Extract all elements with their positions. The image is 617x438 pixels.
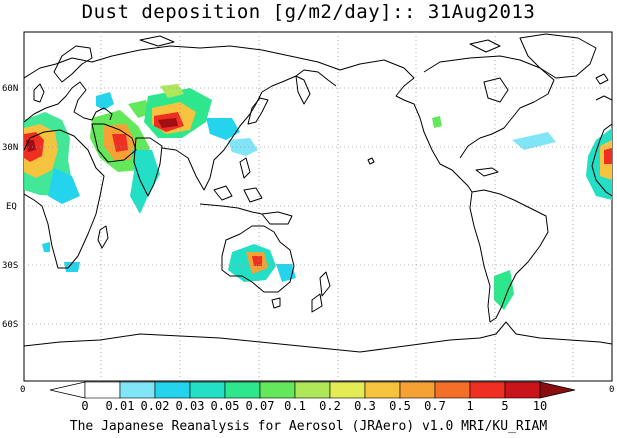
colorbar-box-3 <box>189 381 226 399</box>
colorbar-box-6 <box>294 381 331 399</box>
credit-line: The Japanese Reanalysis for Aerosol (JRA… <box>69 419 548 434</box>
latitude-labels: 60N 30N EQ 30S 60S <box>2 84 18 330</box>
colorbar-box-12 <box>504 381 541 399</box>
lat-label-60n: 60N <box>2 84 18 94</box>
colorbar-tick-label: 1 <box>466 399 473 413</box>
colorbar-tick-label: 0.1 <box>284 399 306 413</box>
colorbar-tick-label: 0 <box>81 399 88 413</box>
colorbar: 0 0 0 0.01 0.02 0.03 0.05 0.07 0.1 0.2 0.3 0.5 0.7… <box>20 381 614 413</box>
colorbar-tick-label: 0.01 <box>106 399 135 413</box>
colorbar-box-10 <box>434 381 471 399</box>
colorbar-tick-label: 0.3 <box>354 399 376 413</box>
colorbar-box-7 <box>329 381 366 399</box>
lat-label-30n: 30N <box>2 143 18 153</box>
colorbar-box-8 <box>364 381 401 399</box>
colorbar-tick-label: 0.02 <box>141 399 170 413</box>
coastlines <box>24 33 612 353</box>
colorbar-tick-label: 0.2 <box>319 399 341 413</box>
colorbar-tick-label: 0.5 <box>389 399 411 413</box>
colorbar-under-triangle <box>49 381 86 399</box>
colorbar-tick-label: 10 <box>533 399 547 413</box>
colorbar-box-5 <box>259 381 296 399</box>
colorbar-box-4 <box>224 381 261 399</box>
colorbar-box-1 <box>119 381 156 399</box>
lat-label-30s: 30S <box>2 261 18 271</box>
dust-deposition-field <box>24 84 612 310</box>
colorbar-box-9 <box>399 381 436 399</box>
colorbar-tick-label: 0.7 <box>424 399 446 413</box>
map-frame <box>23 31 613 382</box>
colorbar-tick-label: 5 <box>501 399 508 413</box>
colorbar-box-2 <box>154 381 191 399</box>
colorbar-box-0 <box>84 381 121 399</box>
colorbar-tick-label: 0.03 <box>176 399 205 413</box>
map-title: Dust deposition [g/m2/day]:: 31Aug2013 <box>81 1 536 23</box>
lat-label-eq: EQ <box>6 202 17 212</box>
colorbar-tick-label: 0.05 <box>211 399 240 413</box>
colorbar-right-end-label: 0 <box>609 385 614 395</box>
colorbar-box-11 <box>469 381 506 399</box>
lat-label-60s: 60S <box>2 320 18 330</box>
colorbar-over-triangle <box>539 381 576 399</box>
colorbar-tick-label: 0.07 <box>246 399 275 413</box>
colorbar-left-end-label: 0 <box>20 385 25 395</box>
